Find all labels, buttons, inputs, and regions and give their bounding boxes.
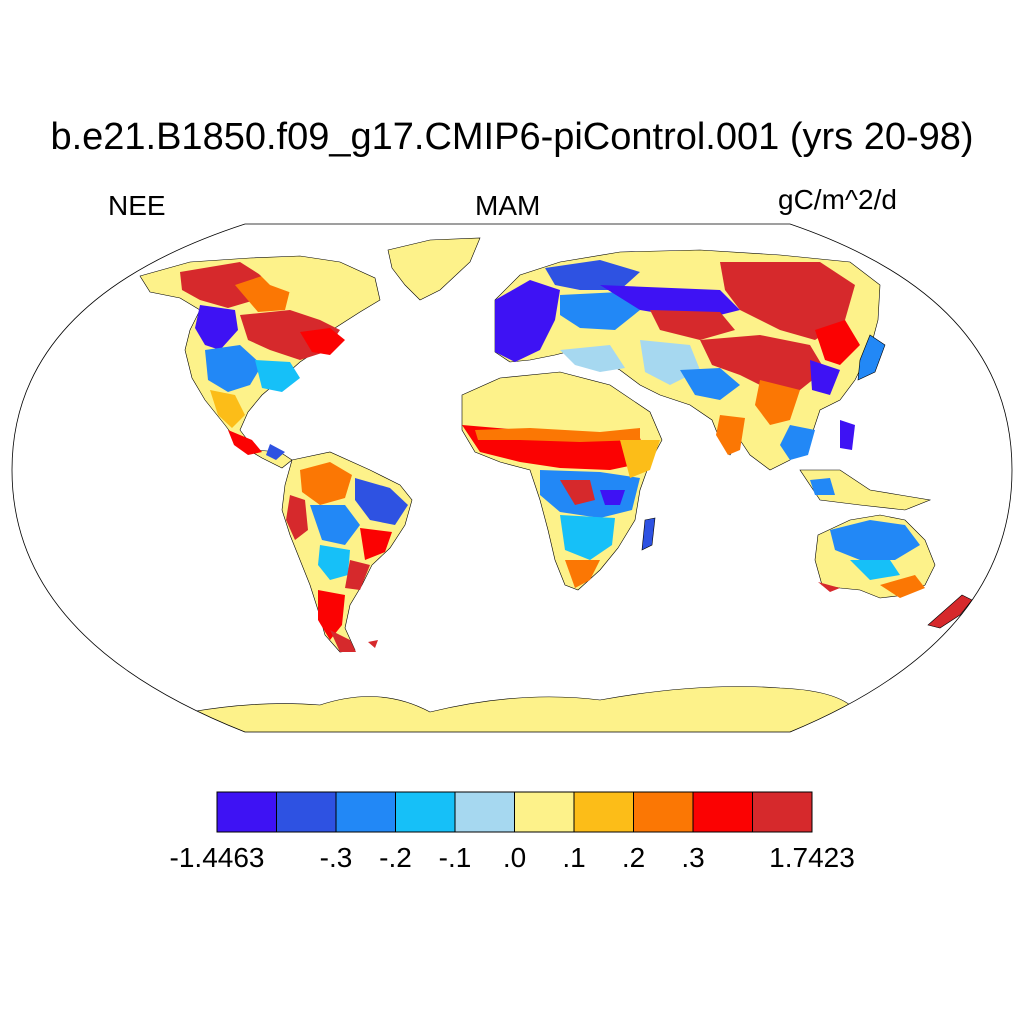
colorbar-label: 1.7423 bbox=[769, 842, 855, 873]
colorbar-label: -.2 bbox=[379, 842, 412, 873]
colorbar-box-8 bbox=[692, 791, 753, 833]
colorbar-box-0 bbox=[216, 791, 277, 833]
plot-title: b.e21.B1850.f09_g17.CMIP6-piControl.001 … bbox=[50, 116, 974, 158]
colorbar-box-9 bbox=[752, 791, 813, 833]
colorbar-label: .3 bbox=[681, 842, 705, 873]
colorbar-label: .0 bbox=[502, 842, 527, 873]
antarctica bbox=[179, 686, 851, 732]
greenland bbox=[387, 237, 481, 301]
colorbar-box-2 bbox=[335, 791, 396, 833]
colorbar-box-5 bbox=[514, 791, 575, 833]
season-label: MAM bbox=[475, 190, 541, 221]
colorbar-label: .1 bbox=[562, 842, 586, 873]
colorbar-label: .2 bbox=[621, 842, 646, 873]
colorbar-label: -.1 bbox=[438, 842, 472, 873]
colorbar-box-3 bbox=[395, 791, 456, 833]
units-label: gC/m^2/d bbox=[778, 184, 897, 215]
colorbar-label: -.3 bbox=[319, 842, 353, 873]
colorbar-box-1 bbox=[276, 791, 337, 833]
colorbar-box-7 bbox=[633, 791, 694, 833]
colorbar-box-6 bbox=[573, 791, 634, 833]
variable-label: NEE bbox=[108, 190, 166, 221]
colorbar-label: -1.4463 bbox=[169, 842, 265, 873]
colorbar-box-4 bbox=[454, 791, 515, 833]
map-frame bbox=[11, 223, 1013, 733]
